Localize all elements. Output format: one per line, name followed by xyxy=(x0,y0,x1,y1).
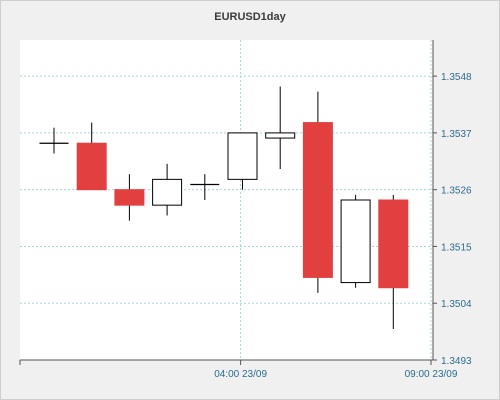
chart-title: EURUSD1day xyxy=(214,11,286,23)
candle xyxy=(265,86,296,170)
candle xyxy=(302,91,333,293)
y-tick-label: 1.3526 xyxy=(441,186,472,197)
candle xyxy=(39,127,69,154)
y-tick-label: 1.3548 xyxy=(441,72,472,83)
y-tick-label: 1.3504 xyxy=(441,299,472,310)
candle-body-bullish xyxy=(265,132,296,139)
x-tick-label: 04:00 23/09 xyxy=(214,369,267,380)
candle xyxy=(227,132,258,190)
candle-body-bullish xyxy=(340,199,371,284)
candle-body-bullish xyxy=(227,132,258,180)
plot-area xyxy=(20,40,433,360)
candle xyxy=(190,174,220,200)
candle xyxy=(340,194,371,288)
y-tick-label: 1.3493 xyxy=(441,356,472,367)
candle-body-bullish xyxy=(152,178,183,206)
x-tick-label: 09:00 23/09 xyxy=(405,369,458,380)
axes: 1.3548 1.3537 1.3526 1.3515 1.3504 1.3493 04:0… xyxy=(19,40,472,380)
y-tick-label: 1.3537 xyxy=(441,129,472,140)
candles xyxy=(39,86,409,330)
candle-body-bearish xyxy=(114,189,145,206)
candle xyxy=(378,194,409,330)
candle-body-bearish xyxy=(76,142,107,191)
candle-body-bearish xyxy=(302,122,333,278)
candle xyxy=(114,174,145,221)
candle xyxy=(76,122,107,191)
candle xyxy=(152,163,183,216)
y-tick-label: 1.3515 xyxy=(441,242,472,253)
candle-body-bearish xyxy=(378,199,409,289)
